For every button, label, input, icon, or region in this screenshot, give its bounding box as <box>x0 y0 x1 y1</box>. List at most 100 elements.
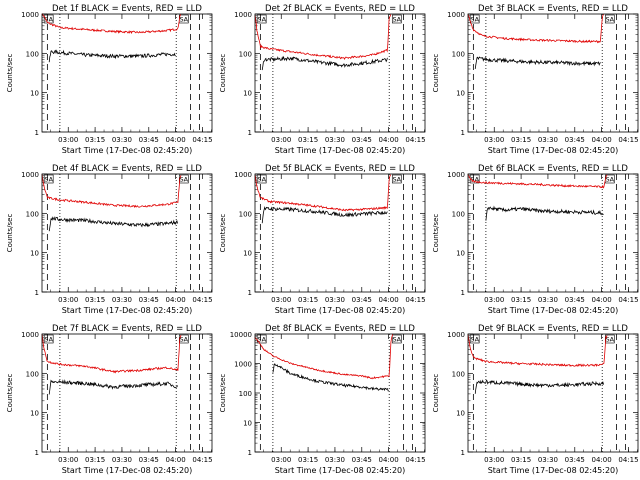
saa-flag-box <box>178 334 189 344</box>
x-tick-label: 03:45 <box>352 136 372 144</box>
x-tick-label: 03:30 <box>112 456 132 464</box>
x-tick-label: 03:00 <box>271 136 291 144</box>
x-tick-label: 04:15 <box>618 136 638 144</box>
x-tick-label: 03:00 <box>58 136 78 144</box>
x-tick-label: 03:15 <box>511 296 531 304</box>
lld-series-line <box>41 333 182 374</box>
panel-title: Det 7f BLACK = Events, RED = LLD <box>52 324 202 334</box>
y-tick-label: 10 <box>30 250 39 258</box>
x-tick-label: 03:15 <box>85 296 105 304</box>
lld-series-line <box>467 173 608 189</box>
lld-series-line <box>254 13 392 60</box>
y-tick-label: 1 <box>248 449 252 457</box>
saa-flag-label: SA <box>179 16 188 24</box>
saa-flag-label: SA <box>44 176 53 184</box>
lld-series-line <box>467 333 608 368</box>
x-tick-label: 04:00 <box>379 296 399 304</box>
plot-frame <box>41 13 213 133</box>
y-axis-label: Counts/sec <box>219 374 227 413</box>
y-tick-label: 1000 <box>21 11 39 19</box>
x-tick-label: 04:15 <box>405 456 425 464</box>
x-axis-label: Start Time (17-Dec-08 02:45:20) <box>275 146 406 155</box>
plot-frame <box>467 173 639 293</box>
lld-series-line <box>467 13 605 44</box>
x-tick-label: 04:00 <box>166 456 186 464</box>
x-tick-label: 04:00 <box>166 136 186 144</box>
events-series-line <box>261 206 388 224</box>
y-axis-label: Counts/sec <box>432 54 440 93</box>
saa-flag-box <box>391 14 402 24</box>
y-tick-label: 10 <box>243 420 252 428</box>
y-tick-label: 10 <box>30 410 39 418</box>
x-axis-label: Start Time (17-Dec-08 02:45:20) <box>275 306 406 315</box>
x-tick-label: 03:15 <box>298 136 318 144</box>
events-series-line <box>272 363 389 392</box>
x-tick-label: 03:00 <box>484 296 504 304</box>
x-axis-label: Start Time (17-Dec-08 02:45:20) <box>488 306 619 315</box>
y-tick-label: 1 <box>461 449 465 457</box>
saa-flag-box <box>469 334 480 344</box>
x-tick-label: 04:15 <box>405 136 425 144</box>
lld-series-line <box>41 13 182 35</box>
y-tick-label: 10 <box>243 250 252 258</box>
y-tick-label: 100 <box>452 370 465 378</box>
x-axis-label: Start Time (17-Dec-08 02:45:20) <box>62 466 193 475</box>
panel-title: Det 8f BLACK = Events, RED = LLD <box>265 324 415 334</box>
saa-flag-label: SA <box>605 336 614 344</box>
x-tick-label: 03:30 <box>538 296 558 304</box>
y-tick-label: 1 <box>461 129 465 137</box>
x-tick-label: 03:00 <box>58 296 78 304</box>
plot-frame <box>254 333 426 453</box>
x-tick-label: 04:00 <box>592 456 612 464</box>
x-tick-label: 04:00 <box>592 136 612 144</box>
panel-det-8: Det 8f BLACK = Events, RED = LLD Counts/s… <box>219 324 426 475</box>
panel-det-6: Det 6f BLACK = Events, RED = LLD Counts/s… <box>432 164 639 315</box>
saa-flag-box <box>604 14 615 24</box>
plot-frame <box>467 333 639 453</box>
x-tick-label: 03:30 <box>325 136 345 144</box>
events-series-line <box>48 379 178 395</box>
panel-title: Det 4f BLACK = Events, RED = LLD <box>52 164 202 174</box>
y-tick-label: 10 <box>456 410 465 418</box>
panel-det-1: Det 1f BLACK = Events, RED = LLD Counts/s… <box>6 4 213 155</box>
saa-flag-box <box>391 334 402 344</box>
x-tick-label: 03:30 <box>112 136 132 144</box>
y-tick-label: 100 <box>452 50 465 58</box>
y-tick-label: 1000 <box>21 331 39 339</box>
plot-frame <box>254 13 426 133</box>
saa-flag-label: SA <box>470 336 479 344</box>
y-tick-label: 1 <box>248 129 252 137</box>
y-tick-label: 100 <box>239 210 252 218</box>
panel-det-3: Det 3f BLACK = Events, RED = LLD Counts/s… <box>432 4 639 155</box>
y-tick-label: 1000 <box>234 11 252 19</box>
saa-flag-label: SA <box>257 16 266 24</box>
x-tick-label: 03:45 <box>352 456 372 464</box>
x-tick-label: 03:15 <box>511 136 531 144</box>
x-tick-label: 03:00 <box>271 296 291 304</box>
x-tick-label: 03:45 <box>352 296 372 304</box>
x-tick-label: 04:15 <box>405 296 425 304</box>
x-tick-label: 04:00 <box>379 136 399 144</box>
y-tick-label: 1 <box>35 129 39 137</box>
saa-flag-box <box>256 174 267 184</box>
x-tick-label: 03:30 <box>538 456 558 464</box>
x-tick-label: 03:45 <box>139 136 159 144</box>
plot-frame <box>254 173 426 293</box>
events-series-line <box>48 216 178 232</box>
x-tick-label: 03:45 <box>565 136 585 144</box>
saa-flag-label: SA <box>44 16 53 24</box>
panel-title: Det 2f BLACK = Events, RED = LLD <box>265 4 415 14</box>
saa-flag-label: SA <box>257 176 266 184</box>
saa-flag-label: SA <box>44 336 53 344</box>
saa-flag-label: SA <box>605 176 614 184</box>
x-tick-label: 04:00 <box>166 296 186 304</box>
y-tick-label: 100 <box>239 50 252 58</box>
panel-det-5: Det 5f BLACK = Events, RED = LLD Counts/s… <box>219 164 426 315</box>
saa-flag-box <box>256 334 267 344</box>
plot-frame <box>467 13 639 133</box>
saa-flag-label: SA <box>470 16 479 24</box>
x-axis-label: Start Time (17-Dec-08 02:45:20) <box>275 466 406 475</box>
plot-frame <box>41 173 213 293</box>
saa-flag-label: SA <box>392 336 401 344</box>
